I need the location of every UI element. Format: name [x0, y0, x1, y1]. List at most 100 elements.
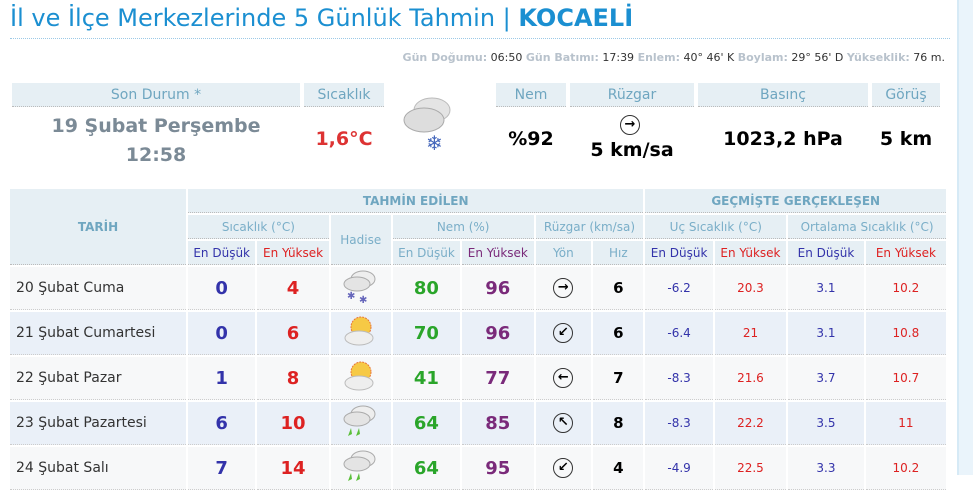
nem-col: Nem (%) — [392, 215, 534, 239]
weather-snow-icon: ✱ ✱ — [330, 267, 391, 310]
min-col: En Düşük — [188, 241, 256, 265]
humidity-max: 95 — [462, 447, 534, 490]
past-extreme-max: 22.5 — [714, 447, 787, 490]
past-avg-max: 10.8 — [865, 312, 946, 355]
temp-max: 10 — [257, 402, 329, 445]
current-temp: 1,6°C — [315, 128, 373, 150]
wind-speed: 6 — [593, 267, 644, 310]
table-row: 21 Şubat Cumartesi 0 6 70 96 ↙ 6 -6.4 21… — [10, 312, 946, 355]
past-extreme-min: -8.3 — [645, 357, 713, 400]
info-value: 06:50 — [490, 51, 523, 64]
sicaklik-col: Sıcaklık (°C) — [188, 215, 329, 239]
wind-direction-icon: ← — [535, 357, 592, 400]
sicaklik-header: Sıcaklık — [304, 83, 384, 107]
hiz-col: Hız — [593, 241, 644, 265]
humidity-min: 64 — [392, 402, 461, 445]
current-pressure: 1023,2 hPa — [723, 128, 843, 150]
date-cell: 21 Şubat Cumartesi — [10, 312, 186, 355]
past-avg-min: 3.1 — [788, 312, 864, 355]
past-extreme-max: 20.3 — [714, 267, 787, 310]
temp-max: 6 — [257, 312, 329, 355]
son-durum-header: Son Durum * — [12, 83, 300, 107]
humidity-min: 41 — [392, 357, 461, 400]
min-col: En Düşük — [645, 241, 713, 265]
svg-text:✱: ✱ — [347, 291, 355, 302]
temp-min: 7 — [188, 447, 256, 490]
humidity-min: 80 — [392, 267, 461, 310]
current-date: 19 Şubat Perşembe — [51, 115, 261, 137]
location-info: Gün Doğumu: 06:50 Gün Batımı: 17:39 Enle… — [403, 51, 945, 64]
past-extreme-min: -4.9 — [645, 447, 713, 490]
wind-speed: 4 — [593, 447, 644, 490]
cloud-snow-icon: ❄ — [403, 97, 451, 155]
current-visibility: 5 km — [879, 128, 933, 150]
past-avg-max: 10.7 — [865, 357, 946, 400]
temp-min: 0 — [188, 267, 256, 310]
weather-partly-cloudy-icon — [330, 312, 391, 355]
max-col: En Yüksek — [865, 241, 946, 265]
temp-max: 4 — [257, 267, 329, 310]
temp-max: 8 — [257, 357, 329, 400]
table-row: 20 Şubat Cuma 0 4 ✱ ✱ 80 96 → 6 -6.2 20.3… — [10, 267, 946, 310]
wind-direction-icon: ↖ — [535, 402, 592, 445]
gorus-header: Görüş — [872, 83, 940, 107]
past-extreme-min: -8.3 — [645, 402, 713, 445]
hadise-col: Hadise — [330, 215, 391, 265]
current-humidity: %92 — [508, 128, 554, 150]
svg-text:✱: ✱ — [359, 295, 367, 305]
ruzgar-col: Rüzgar (km/sa) — [535, 215, 644, 239]
humidity-max: 96 — [462, 267, 534, 310]
current-wind: 5 km/sa — [590, 139, 674, 161]
wind-speed: 7 — [593, 357, 644, 400]
min-col: En Düşük — [392, 241, 461, 265]
wind-direction-icon: → — [620, 113, 640, 135]
date-cell: 24 Şubat Salı — [10, 447, 186, 490]
past-header: GEÇMİŞTE GERÇEKLEŞEN — [645, 189, 946, 213]
humidity-min: 64 — [392, 447, 461, 490]
temp-min: 6 — [188, 402, 256, 445]
wind-speed: 8 — [593, 402, 644, 445]
past-avg-max: 10.2 — [865, 447, 946, 490]
info-label: Enlem: — [637, 51, 680, 64]
wind-speed: 6 — [593, 312, 644, 355]
info-label: Gün Batımı: — [525, 51, 599, 64]
date-cell: 23 Şubat Pazartesi — [10, 402, 186, 445]
past-avg-max: 10.2 — [865, 267, 946, 310]
past-avg-min: 3.3 — [788, 447, 864, 490]
uc-col: Uç Sıcaklık (°C) — [645, 215, 787, 239]
past-avg-min: 3.1 — [788, 267, 864, 310]
wind-direction-icon: ↙ — [535, 312, 592, 355]
humidity-max: 85 — [462, 402, 534, 445]
forecast-header: TAHMİN EDİLEN — [188, 189, 644, 213]
weather-rain-icon — [330, 402, 391, 445]
divider — [10, 38, 950, 39]
basinc-header: Basınç — [698, 83, 868, 107]
past-extreme-min: -6.4 — [645, 312, 713, 355]
scrollbar-area — [957, 0, 973, 475]
yon-col: Yön — [535, 241, 592, 265]
humidity-max: 77 — [462, 357, 534, 400]
table-row: 23 Şubat Pazartesi 6 10 64 85 ↖ 8 -8.3 2… — [10, 402, 946, 445]
max-col: En Yüksek — [257, 241, 329, 265]
past-avg-min: 3.7 — [788, 357, 864, 400]
info-value: 76 m. — [913, 51, 945, 64]
max-col: En Yüksek — [714, 241, 787, 265]
max-col: En Yüksek — [462, 241, 534, 265]
past-extreme-max: 21.6 — [714, 357, 787, 400]
info-label: Yükseklik: — [846, 51, 910, 64]
info-value: 29° 56' D — [791, 51, 844, 64]
temp-max: 14 — [257, 447, 329, 490]
past-avg-max: 11 — [865, 402, 946, 445]
humidity-min: 70 — [392, 312, 461, 355]
nem-header: Nem — [496, 83, 566, 107]
info-value: 40° 46' K — [683, 51, 735, 64]
min-col: En Düşük — [788, 241, 864, 265]
past-extreme-min: -6.2 — [645, 267, 713, 310]
weather-partly-cloudy-icon — [330, 357, 391, 400]
wind-direction-icon: ↙ — [535, 447, 592, 490]
city-name: KOCAELİ — [518, 4, 634, 32]
weather-rain-icon — [330, 447, 391, 490]
current-time: 12:58 — [125, 144, 187, 166]
date-cell: 20 Şubat Cuma — [10, 267, 186, 310]
forecast-table: TARİH TAHMİN EDİLEN GEÇMİŞTE GERÇEKLEŞEN… — [8, 187, 948, 492]
